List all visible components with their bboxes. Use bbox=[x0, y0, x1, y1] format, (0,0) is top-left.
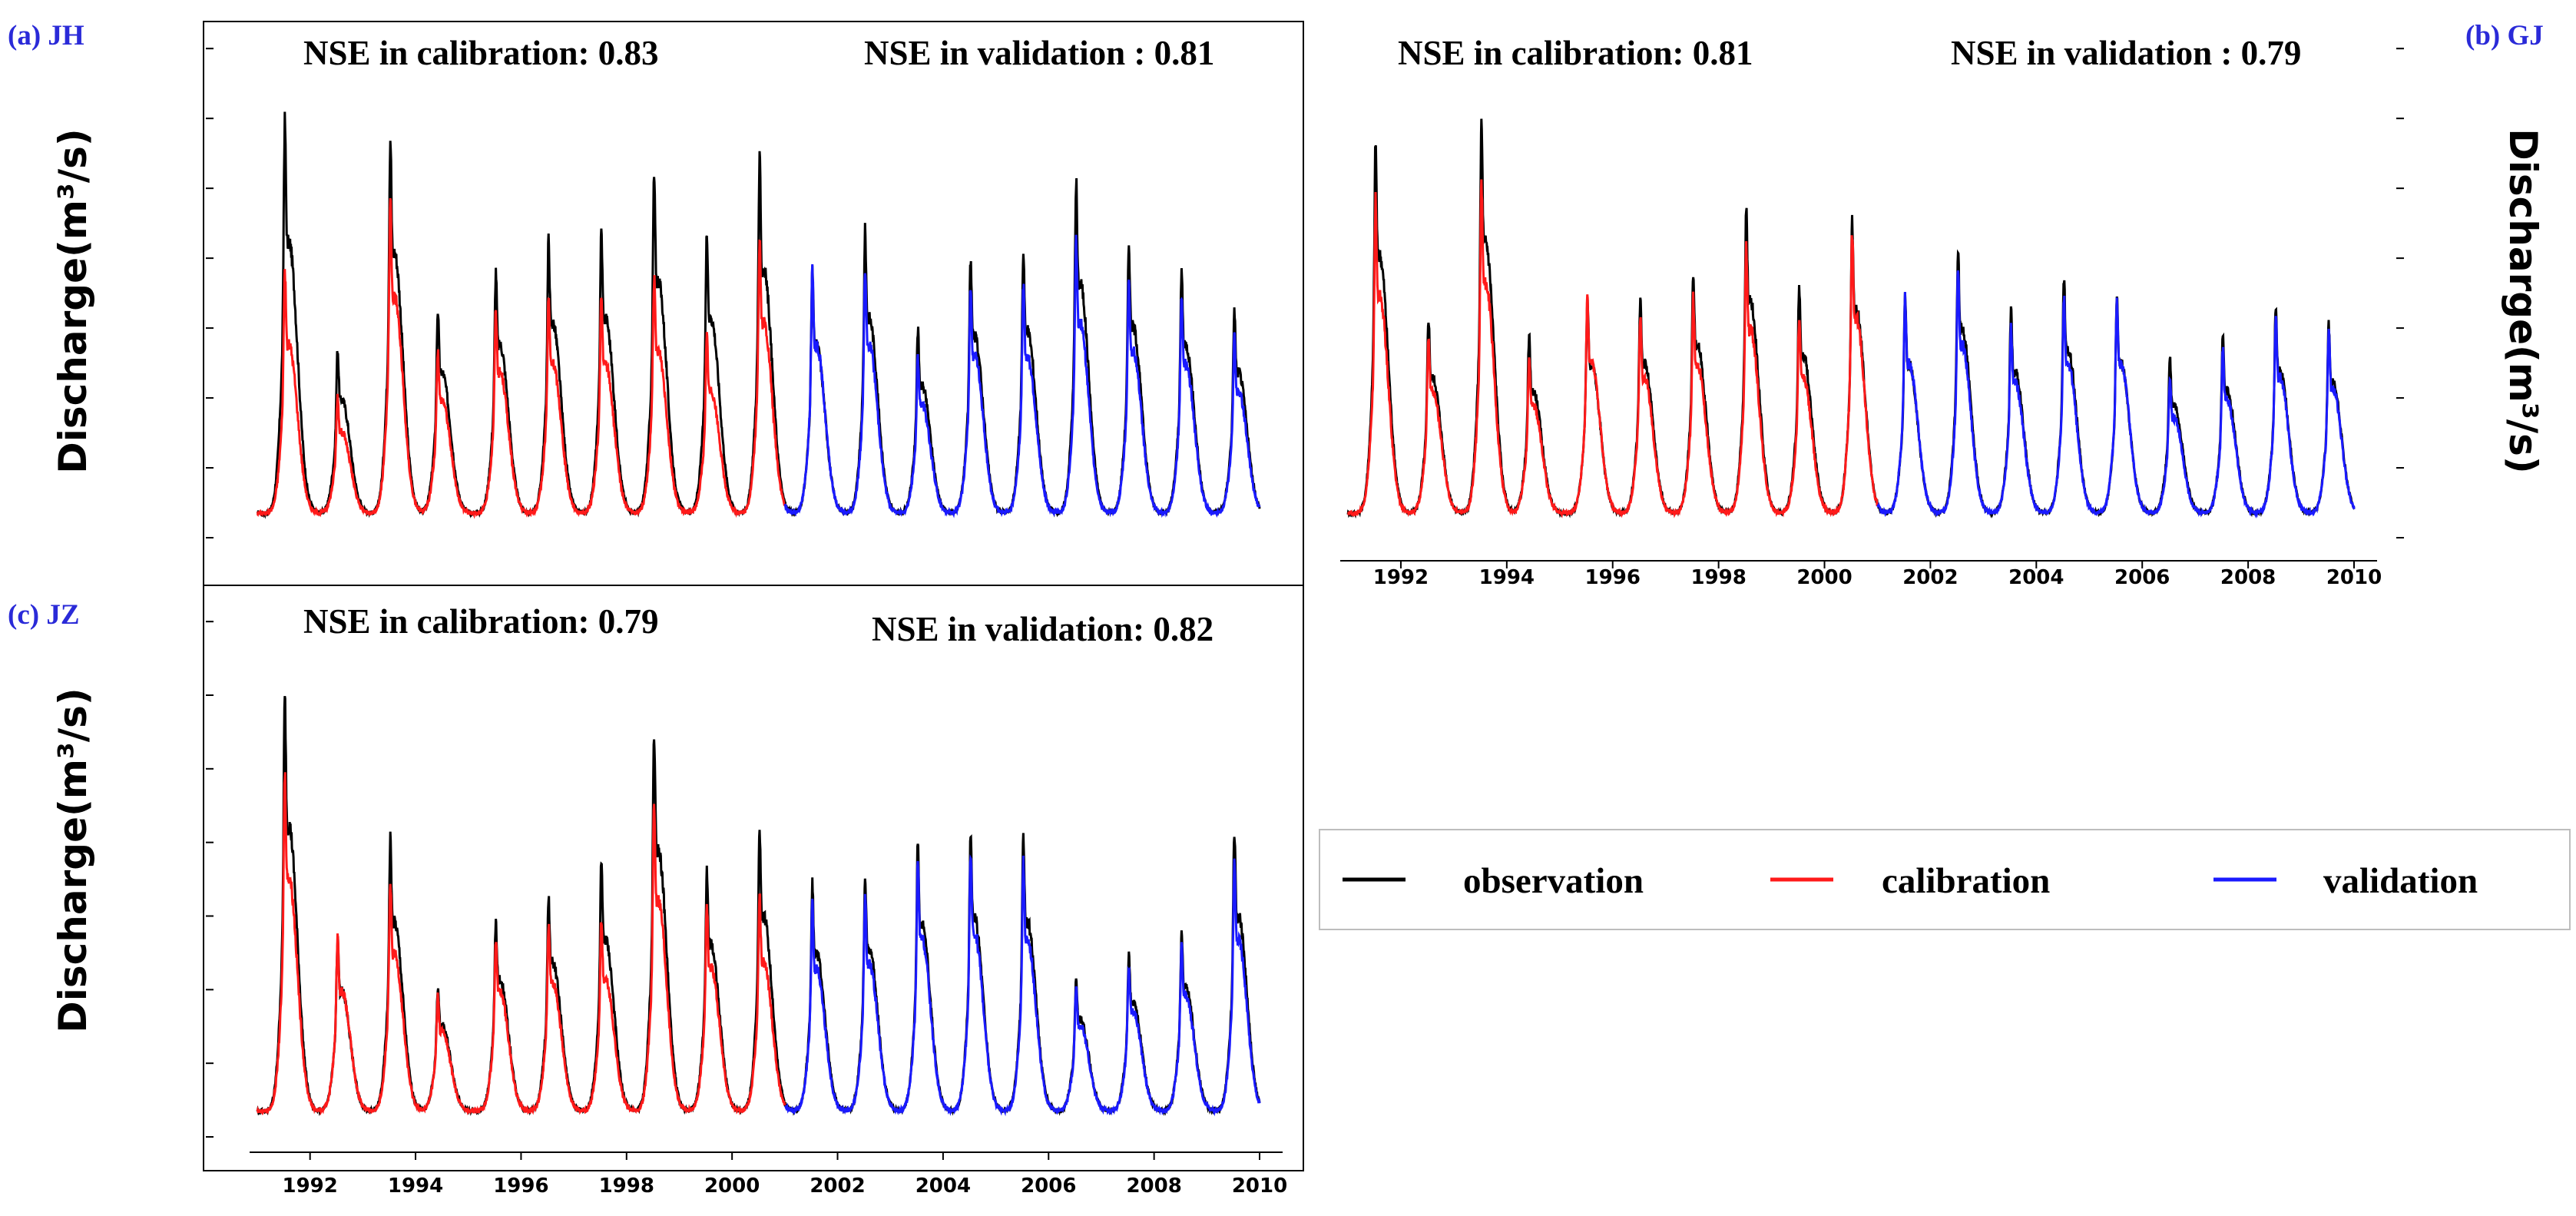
x-tick-label: 1992 bbox=[282, 1175, 337, 1198]
panel-a-label: (a) JH bbox=[8, 20, 84, 51]
legend-observation-label: observation bbox=[1463, 861, 1644, 901]
x-tick-label: 2000 bbox=[704, 1175, 760, 1198]
validation-series-line bbox=[784, 853, 1261, 1117]
panel-b-label: (b) GJ bbox=[2465, 20, 2544, 51]
x-tick-label: 2002 bbox=[810, 1175, 865, 1198]
panel-a-plot bbox=[206, 48, 1261, 538]
panel-b-nse-validation: NSE in validation : 0.79 bbox=[1951, 34, 2301, 72]
validation-series-line bbox=[1876, 270, 2356, 519]
x-tick-label: 2010 bbox=[1232, 1175, 1287, 1198]
panel-a-ylabel: Discharge(m³/s) bbox=[51, 128, 95, 473]
panel-c-nse-calibration: NSE in calibration: 0.79 bbox=[303, 602, 659, 641]
panel-a-nse-calibration: NSE in calibration: 0.83 bbox=[303, 34, 659, 72]
x-tick-label: 1996 bbox=[1585, 566, 1641, 589]
panel-a-nse-validation: NSE in validation : 0.81 bbox=[864, 34, 1214, 72]
x-tick-label: 2004 bbox=[2008, 566, 2064, 589]
calibration-series-line bbox=[256, 772, 786, 1116]
x-tick-label: 2006 bbox=[2114, 566, 2170, 589]
x-tick-label: 1994 bbox=[1479, 566, 1535, 589]
panel-frame-top bbox=[203, 21, 1304, 586]
x-tick-label: 2008 bbox=[1126, 1175, 1181, 1198]
legend-box bbox=[1319, 829, 2571, 930]
x-tick-label: 1998 bbox=[599, 1175, 654, 1198]
x-tick-label: 2000 bbox=[1796, 566, 1852, 589]
panel-c-ylabel: Discharge(m³/s) bbox=[51, 688, 95, 1032]
x-tick-label: 1994 bbox=[388, 1175, 443, 1198]
x-tick-label: 2002 bbox=[1902, 566, 1958, 589]
legend-calibration-label: calibration bbox=[1882, 861, 2050, 901]
x-tick-label: 2004 bbox=[916, 1175, 971, 1198]
legend: observation calibration validation bbox=[1319, 829, 2571, 930]
x-tick-label: 2008 bbox=[2220, 566, 2276, 589]
x-tick-label: 2010 bbox=[2326, 566, 2382, 589]
panel-b-plot: 1992 1994 1996 1998 2000 2002 2004 2006 2008 2010 bbox=[1340, 48, 2404, 589]
x-tick-label: 1996 bbox=[493, 1175, 548, 1198]
x-tick-label: 1998 bbox=[1690, 566, 1746, 589]
x-tick-label: 1992 bbox=[1373, 566, 1429, 589]
panel-b-nse-calibration: NSE in calibration: 0.81 bbox=[1398, 34, 1753, 72]
panel-b-ylabel: Discharge(m³/s) bbox=[2501, 128, 2545, 473]
panel-c-plot: 1992 1994 1996 1998 2000 2002 2004 2006 2008 2010 bbox=[206, 621, 1287, 1198]
calibration-series-line bbox=[1347, 179, 1879, 519]
legend-validation-label: validation bbox=[2323, 861, 2478, 901]
panel-c-nse-validation: NSE in validation: 0.82 bbox=[872, 610, 1214, 648]
panel-frame-c bbox=[203, 585, 1304, 1171]
x-tick-label: 2006 bbox=[1021, 1175, 1076, 1198]
validation-series-line bbox=[783, 234, 1261, 519]
panel-c-label: (c) JZ bbox=[8, 599, 80, 631]
calibration-series-line bbox=[256, 197, 786, 519]
